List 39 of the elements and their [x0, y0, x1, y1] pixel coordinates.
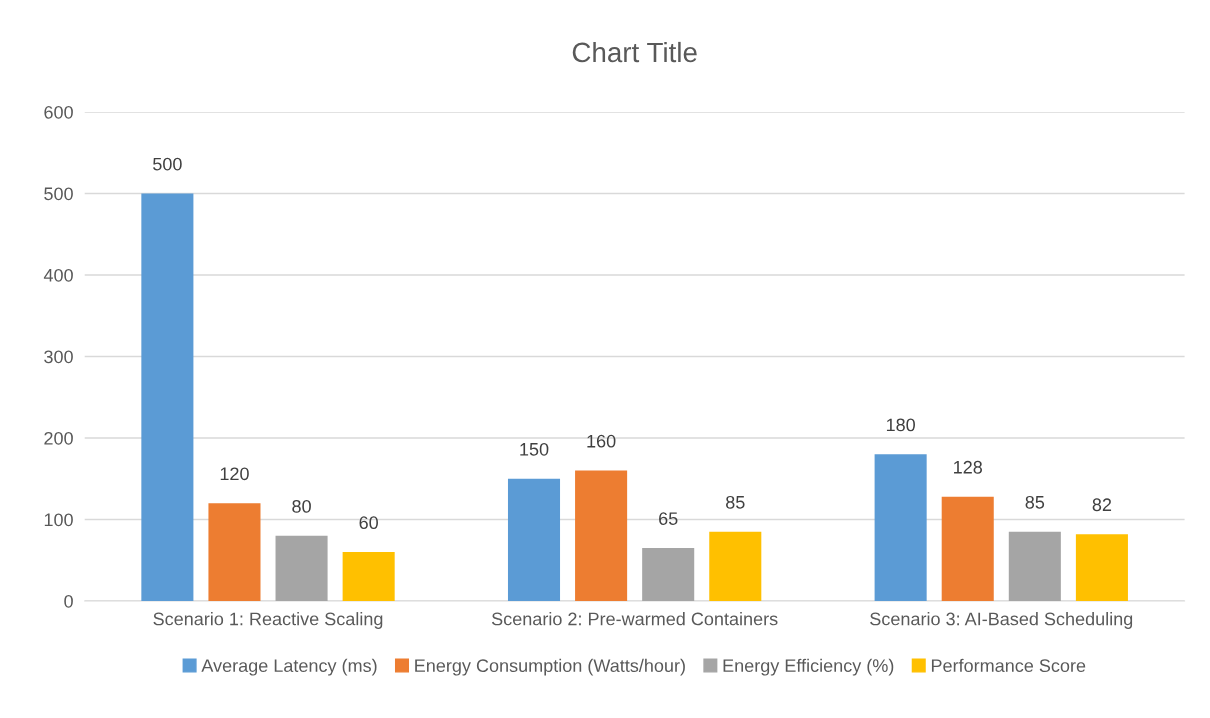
bar: [1075, 534, 1128, 601]
bar: [941, 496, 994, 601]
legend-label: Energy Efficiency (%): [723, 658, 894, 676]
bar: [1008, 531, 1061, 601]
legend-label: Average Latency (ms): [201, 658, 377, 676]
bar: [709, 531, 762, 601]
data-label: 150: [520, 442, 549, 456]
y-tick-label: 200: [44, 431, 73, 445]
chart-title: Chart Title: [572, 41, 697, 63]
data-label: 128: [954, 460, 983, 474]
data-label: 60: [359, 516, 378, 530]
y-tick-label: 100: [44, 513, 73, 527]
x-tick-label: Scenario 3: AI-Based Scheduling: [870, 612, 1133, 629]
x-tick-label: Scenario 1: Reactive Scaling: [153, 612, 383, 629]
y-tick-label: 0: [64, 594, 73, 608]
legend-label: Performance Score: [931, 658, 1086, 673]
bar: [275, 535, 328, 601]
bar: [507, 478, 561, 601]
bar: [208, 503, 261, 601]
bar: [342, 552, 395, 601]
bar: [642, 548, 695, 601]
y-tick-label: 500: [44, 187, 73, 201]
legend-label: Energy Consumption (Watts/hour): [415, 658, 685, 676]
y-tick-label: 300: [44, 350, 73, 364]
y-tick-label: 600: [44, 105, 73, 119]
data-label: 82: [1092, 498, 1112, 512]
y-tick-label: 400: [43, 268, 73, 282]
data-label: 85: [1025, 495, 1045, 509]
data-label: 160: [587, 434, 616, 448]
x-tick-label: Scenario 2: Pre-warmed Containers: [491, 612, 778, 626]
data-label: 80: [292, 499, 311, 513]
data-label: 65: [659, 512, 678, 525]
bar: [874, 454, 927, 601]
bar: [575, 470, 628, 601]
data-label: 85: [726, 495, 745, 509]
bar: [141, 193, 194, 601]
data-label: 120: [220, 467, 249, 481]
data-label: 180: [886, 418, 915, 432]
data-label: 500: [153, 157, 182, 171]
